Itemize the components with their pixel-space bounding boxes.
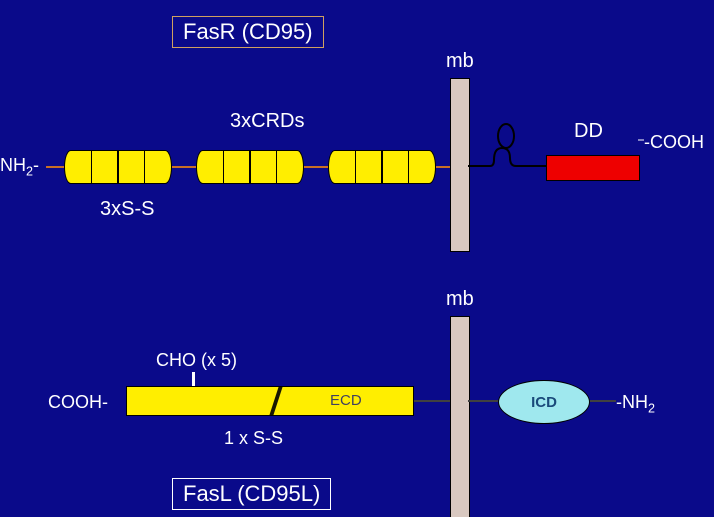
fasl-disulfide-label: 1 x S-S [224, 428, 283, 449]
fasr-cooh-terminus: -COOH [644, 132, 704, 153]
fasr-intracellular-squiggle [0, 0, 714, 517]
fasr-linker-3 [304, 166, 328, 168]
fasr-nh2-terminus: NH2- [0, 155, 39, 176]
fasl-cho-label: CHO (x 5) [156, 350, 237, 371]
death-domain-label: DD [574, 120, 603, 143]
death-domain [546, 155, 640, 181]
fasl-ecd-segment-1 [126, 386, 276, 416]
fasl-icd-label: ICD [531, 394, 557, 411]
crd-domain-3 [328, 150, 436, 184]
fasr-linker-2 [172, 166, 196, 168]
diagram-stage: FasR (CD95) FasL (CD95L) NH2- -COOH 3xCR… [0, 0, 714, 517]
fasr-membrane-bar [450, 78, 470, 252]
fasl-linker-mb-icd [468, 400, 498, 402]
fasl-nh2-terminus: -NH2 [616, 392, 655, 413]
fasl-membrane-bar [450, 316, 470, 517]
fasr-linker-4 [436, 166, 450, 168]
fasr-disulfide-label: 3xS-S [100, 198, 154, 221]
crd-count-label: 3xCRDs [230, 110, 304, 133]
title-fasl: FasL (CD95L) [172, 478, 331, 510]
fasl-linker-ecd-mb [414, 400, 450, 402]
fasr-linker-1 [46, 166, 64, 168]
fasr-membrane-label: mb [446, 50, 474, 73]
fasl-icd-domain: ICD [498, 380, 590, 424]
crd-domain-1 [64, 150, 172, 184]
fasl-membrane-label: mb [446, 288, 474, 311]
crd-domain-2 [196, 150, 304, 184]
fasl-linker-icd-nh2 [588, 400, 616, 402]
title-fasr: FasR (CD95) [172, 16, 324, 48]
fasl-ecd-label: ECD [330, 392, 362, 409]
fasl-cho-tick [192, 372, 195, 386]
fasl-cooh-terminus: COOH- [48, 392, 108, 413]
